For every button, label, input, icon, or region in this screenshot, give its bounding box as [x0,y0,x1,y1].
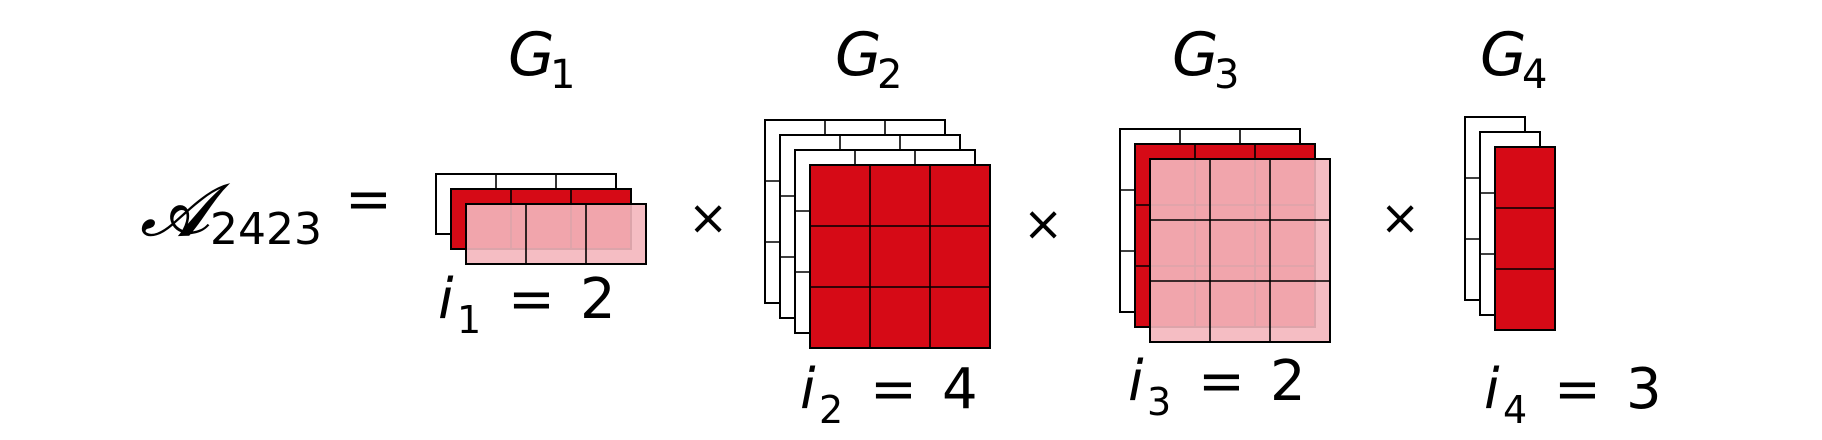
slice-border [1494,146,1556,331]
core-title-g3: G 3 [1172,20,1239,98]
equals-sign: = [345,167,392,232]
core-title-g4: G 4 [1480,20,1547,98]
slice-label-equals: = [1554,357,1601,422]
core-title-index: 3 [1214,52,1239,98]
slice-border [1149,158,1331,343]
slice-border [465,203,647,265]
slice-label-index: 4 [1503,388,1527,432]
slice-border [809,164,991,349]
core-stack-g3 [1119,128,1331,343]
slice-fill [466,204,646,264]
slice-label-index: 3 [1147,380,1171,424]
slice-label-equals: = [508,267,555,332]
slice-4 [809,164,991,349]
slice-label-letter: i [1484,357,1500,422]
core-title-index: 2 [877,52,902,98]
slice-3 [1494,146,1556,331]
slice-label-i2: i 2 = 4 [800,357,978,432]
slice-3 [1149,158,1331,343]
times-sign-1: × [688,190,728,246]
slice-label-letter: i [800,357,816,422]
slice-label-value: 2 [580,267,616,332]
times-sign-3: × [1380,190,1420,246]
core-title-index: 1 [550,52,575,98]
slice-label-value: 3 [1626,357,1662,422]
core-stack-g4 [1464,116,1556,331]
slice-3 [465,203,647,265]
core-title-letter: G [508,20,555,90]
slice-fill [1150,159,1330,342]
slice-label-value: 2 [1270,349,1306,414]
slice-label-i4: i 4 = 3 [1484,357,1662,432]
core-stack-g2 [764,119,991,349]
tensor-subscript: 2423 [210,204,322,255]
slice-label-letter: i [438,267,454,332]
slice-label-index: 1 [457,298,481,342]
core-title-index: 4 [1522,52,1547,98]
slice-label-equals: = [870,357,917,422]
times-sign-2: × [1023,196,1063,252]
slice-fill [1495,147,1555,330]
slice-label-value: 4 [942,357,978,422]
core-stack-g1 [435,173,647,265]
slice-label-letter: i [1128,349,1144,414]
slice-label-i1: i 1 = 2 [438,267,616,342]
core-title-g2: G 2 [835,20,902,98]
slice-label-equals: = [1198,349,1245,414]
slice-label-index: 2 [819,388,843,432]
core-title-letter: G [1172,20,1219,90]
core-title-letter: G [835,20,882,90]
core-title-letter: G [1480,20,1527,90]
slice-fill [810,165,990,348]
core-title-g1: G 1 [508,20,575,98]
slice-label-i3: i 3 = 2 [1128,349,1306,424]
